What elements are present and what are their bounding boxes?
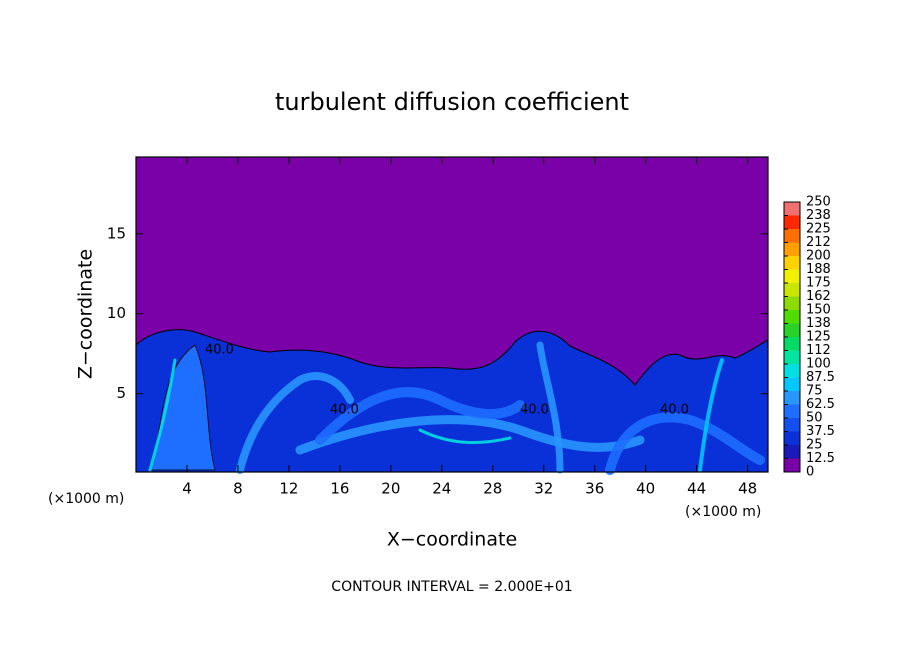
colorbar-bin <box>784 445 800 459</box>
x-tick-label: 20 <box>381 480 400 498</box>
colorbar-tick-label: 138 <box>806 316 831 331</box>
colorbar-tick-label: 188 <box>806 262 831 277</box>
contour-label: 40.0 <box>205 343 234 358</box>
colorbar-tick-label: 62.5 <box>806 397 835 412</box>
colorbar-tick-label: 100 <box>806 357 831 372</box>
contour-label: 40.0 <box>520 403 549 418</box>
colorbar-tick-label: 75 <box>806 384 823 399</box>
colorbar-tick-label: 0 <box>806 465 814 480</box>
colorbar-tick-label: 87.5 <box>806 370 835 385</box>
colorbar-tick-label: 125 <box>806 330 831 345</box>
x-tick-label: 4 <box>182 480 192 498</box>
field-streak <box>698 358 724 472</box>
colorbar-tick-label: 25 <box>806 438 823 453</box>
colorbar-bin <box>784 310 800 324</box>
colorbar-tick-label: 112 <box>806 343 831 358</box>
footer: CONTOUR INTERVAL = 2.000E+01 <box>331 579 572 595</box>
colorbar-tick-label: 200 <box>806 249 831 264</box>
colorbar-tick-label: 150 <box>806 303 831 318</box>
y-tick-label: 15 <box>107 224 126 242</box>
field-streak <box>295 415 645 455</box>
x-tick-label: 44 <box>687 480 706 498</box>
field-region <box>149 344 216 471</box>
colorbar-bin <box>784 283 800 297</box>
x-tick-label: 8 <box>233 480 243 498</box>
colorbar-tick-label: 12.5 <box>806 451 835 466</box>
colorbar-bin <box>784 323 800 337</box>
field-streak <box>148 358 177 472</box>
colorbar-bin <box>784 350 800 364</box>
colorbar-tick-label: 175 <box>806 276 831 291</box>
colorbar-bin <box>784 269 800 283</box>
contour-label: 40.0 <box>660 403 689 418</box>
colorbar-tick-label: 238 <box>806 208 831 223</box>
x-tick-label: 16 <box>330 480 349 498</box>
colorbar-bin <box>784 364 800 378</box>
colorbar-bin <box>784 242 800 256</box>
unit-label: (×1000 m) <box>48 491 124 507</box>
colorbar-bin <box>784 296 800 310</box>
x-tick-label: 32 <box>534 480 553 498</box>
x-tick-label: 12 <box>279 480 298 498</box>
chart-title: turbulent diffusion coefficient <box>275 88 629 116</box>
unit-label: (×1000 m) <box>685 504 761 520</box>
field-streak <box>236 372 354 474</box>
field-streak <box>536 341 564 474</box>
colorbar-bin <box>784 256 800 270</box>
x-tick-label: 28 <box>483 480 502 498</box>
field-streak <box>418 428 512 445</box>
colorbar-bin <box>784 202 800 216</box>
colorbar-bin <box>784 377 800 391</box>
colorbar-tick-label: 162 <box>806 289 831 304</box>
colorbar-bin <box>784 404 800 418</box>
y-tick-label: 10 <box>107 304 126 322</box>
colorbar-bin <box>784 337 800 351</box>
colorbar-tick-label: 212 <box>806 235 831 250</box>
x-tick-label: 48 <box>738 480 757 498</box>
x-tick-label: 24 <box>432 480 451 498</box>
plot-frame <box>135 156 769 473</box>
contour-label: 40.0 <box>330 403 359 418</box>
colorbar-bin <box>784 391 800 405</box>
colorbar-tick-label: 50 <box>806 411 823 426</box>
x-tick-label: 36 <box>585 480 604 498</box>
colorbar-bin <box>784 458 800 472</box>
colorbar-bin <box>784 229 800 243</box>
colorbar-bin <box>784 418 800 432</box>
x-axis-label: X−coordinate <box>387 529 517 551</box>
field-streak <box>315 387 525 445</box>
x-tick-label: 40 <box>636 480 655 498</box>
colorbar-bin <box>784 215 800 229</box>
y-axis-label: Z−coordinate <box>75 249 97 379</box>
field-streak <box>605 412 765 475</box>
colorbar-tick-label: 37.5 <box>806 424 835 439</box>
colorbar-bin <box>784 431 800 445</box>
y-tick-label: 5 <box>116 384 126 402</box>
colorbar-tick-label: 225 <box>806 222 831 237</box>
colorbar-tick-label: 250 <box>806 195 831 210</box>
